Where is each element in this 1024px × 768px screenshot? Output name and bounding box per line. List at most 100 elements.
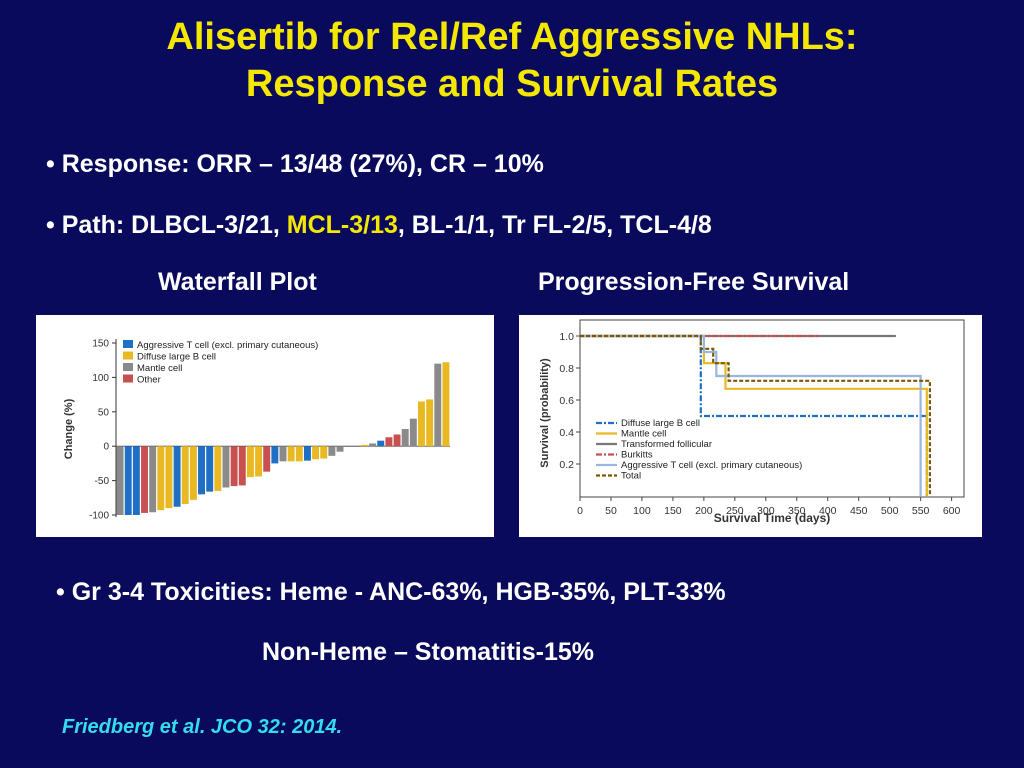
waterfall-label: Waterfall Plot [158,268,317,296]
x-tick-label: 500 [881,505,899,517]
y-tick-label: -100 [89,511,109,522]
y-axis-label: Survival (probability) [539,358,551,468]
bar-8 [181,446,189,504]
title-line-2: Response and Survival Rates [245,63,779,105]
bar-9 [189,446,197,500]
legend-label-3: Burkitts [621,450,653,461]
x-tick-label: 400 [819,505,837,517]
bar-34 [393,434,401,447]
bar-7 [173,446,181,507]
bar-18 [263,446,271,472]
bar-35 [401,429,409,447]
legend-label-1: Mantle cell [621,429,666,440]
bar-25 [320,446,328,459]
bar-2 [132,446,140,515]
path-suffix: , BL-1/1, Tr FL-2/5, TCL-4/8 [397,211,712,239]
bar-22 [295,446,303,462]
bar-32 [377,440,385,447]
bullet-toxicity: • Gr 3-4 Toxicities: Heme - ANC-63%, HGB… [56,578,726,607]
x-tick-label: 600 [943,505,961,517]
bullet-response-text: Response: ORR – 13/48 (27%), CR – 10% [61,150,544,178]
x-tick-label: 300 [757,505,775,517]
waterfall-panel: 150 100 50 0 -50 -100 Change (%) Aggressive T c… [36,315,494,537]
y-tick-label: 0.2 [559,459,574,471]
legend-label-D: Diffuse large B cell [137,352,216,363]
bar-36 [409,418,417,447]
x-axis-label: Survival Time (days) [714,511,831,525]
legend-label-2: Transformed follicular [621,439,712,450]
bar-17 [255,446,263,477]
bar-5 [157,446,165,511]
series-line-4 [580,334,922,496]
legend-label-4: Aggressive T cell (excl. primary cutaneo… [621,460,802,471]
y-tick-label: 100 [92,373,109,384]
bar-28 [344,446,352,447]
legend-swatch-T [123,340,133,348]
y-tick-label: 50 [98,407,110,418]
y-tick-label: 150 [92,339,109,350]
bar-33 [385,437,393,447]
x-tick-label: 50 [605,505,617,517]
y-axis-label: Change (%) [63,398,75,459]
bar-6 [165,446,173,509]
bullet-dot: • [46,150,55,178]
x-tick-label: 250 [726,505,744,517]
bar-21 [287,446,295,462]
plot-frame [579,319,965,498]
legend-label-O: Other [137,375,161,386]
x-tick-label: 450 [850,505,868,517]
x-tick-label: 100 [633,505,651,517]
legend-swatch-D [123,351,133,360]
bar-1 [124,446,132,515]
legend-label-M: Mantle cell [137,363,182,374]
x-tick-label: 150 [664,505,682,517]
bar-10 [198,446,206,495]
bar-30 [360,444,368,447]
bar-19 [271,446,279,464]
bar-14 [230,446,238,487]
toxicity-nonheme: Non-Heme – Stomatitis-15% [262,638,595,666]
bar-38 [426,399,434,447]
bar-23 [303,446,311,461]
pfs-chart: 0.2 0.4 0.6 0.8 1.0 0 50 100 150 200 250 300 350 400 4… [539,319,965,525]
bar-13 [222,446,230,488]
y-tick-label: 0.4 [559,427,574,439]
pfs-label: Progression-Free Survival [538,268,850,296]
legend-swatch-O [123,374,133,383]
bar-29 [352,446,360,447]
bar-31 [369,443,377,447]
y-tick-label: -50 [95,476,110,487]
citation: Friedberg et al. JCO 32: 2014. [62,716,343,738]
bar-24 [312,446,320,460]
bar-37 [418,401,425,447]
legend-label-0: Diffuse large B cell [621,418,700,429]
series-line-5 [580,334,931,496]
x-tick-label: 200 [695,505,713,517]
x-tick-label: 350 [788,505,806,517]
legend-swatch-M [123,363,133,371]
bar-40 [442,362,450,447]
y-tick-label: 1.0 [559,331,574,343]
bar-0 [116,446,124,515]
bar-26 [328,446,336,456]
x-tick-label: 0 [577,505,583,517]
bullet-path: • Path: DLBCL-3/21, MCL-3/13, BL-1/1, Tr… [46,211,712,240]
bullet-dot: • [56,578,65,606]
y-tick-label: 0.8 [559,363,574,375]
slide-title: Alisertib for Rel/Ref Aggressive NHLs: R… [0,14,1024,108]
title-line-1: Alisertib for Rel/Ref Aggressive NHLs: [166,16,858,58]
toxicity-text: Gr 3-4 Toxicities: Heme - ANC-63%, HGB-3… [71,578,726,606]
bar-3 [141,446,148,513]
legend-label-T: Aggressive T cell (excl. primary cutaneo… [137,340,318,351]
bar-20 [279,446,287,462]
bar-12 [214,446,222,491]
waterfall-chart: 150 100 50 0 -50 -100 Change (%) Aggressive T c… [63,339,450,522]
path-highlight: MCL-3/13 [286,211,398,239]
bar-16 [246,446,254,478]
bar-27 [336,446,344,452]
pfs-panel: 0.2 0.4 0.6 0.8 1.0 0 50 100 150 200 250 300 350 400 4… [519,315,982,537]
bar-15 [238,446,246,486]
y-tick-label: 0 [103,442,109,453]
bar-4 [149,446,157,513]
bullet-response: • Response: ORR – 13/48 (27%), CR – 10% [46,150,544,179]
